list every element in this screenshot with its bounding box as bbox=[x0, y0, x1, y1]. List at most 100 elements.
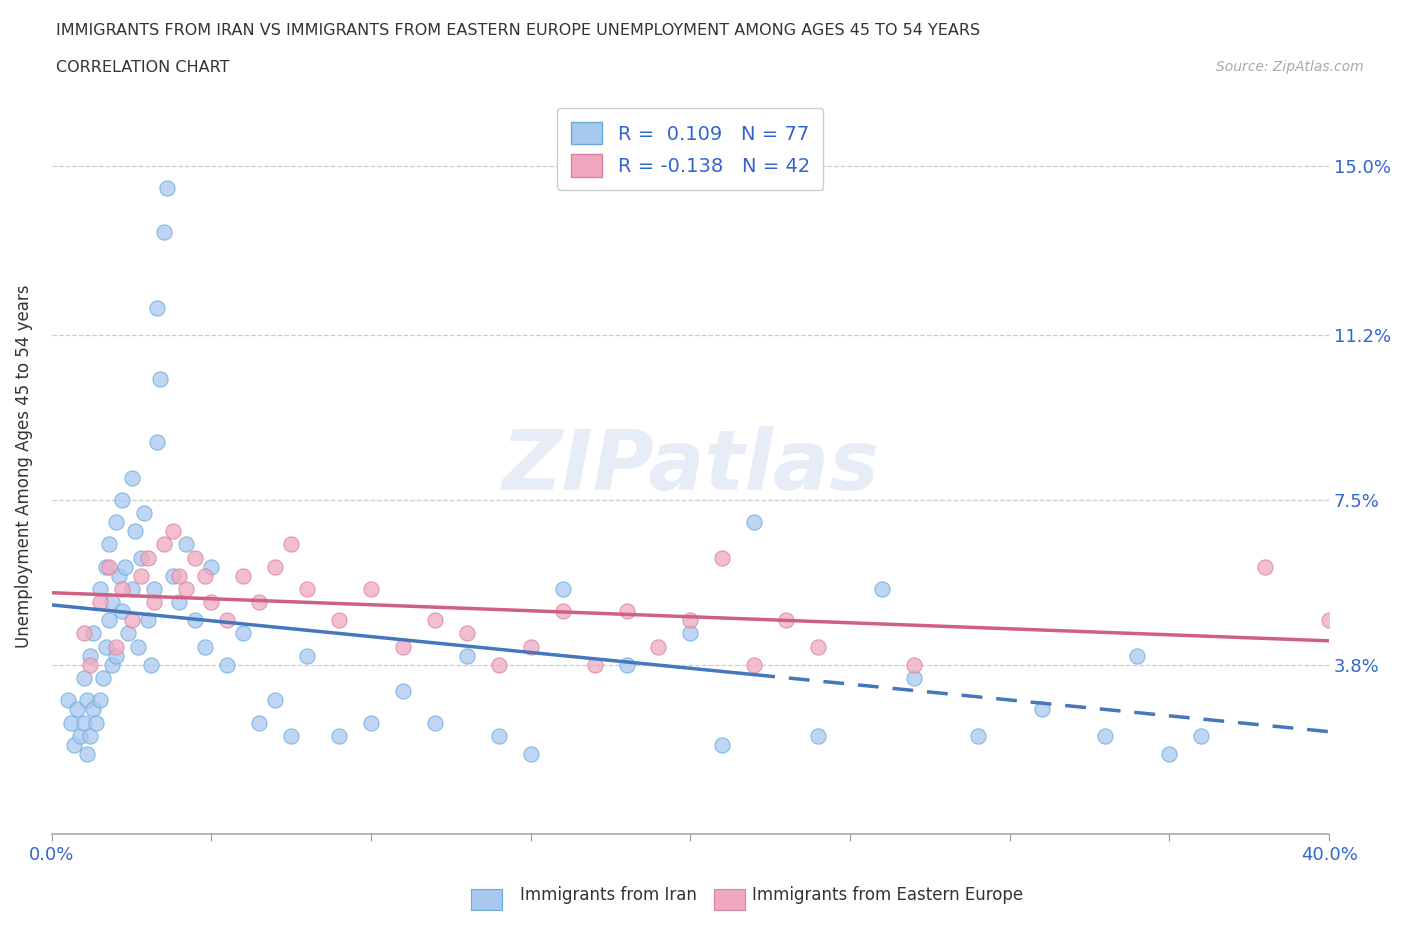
Point bbox=[247, 595, 270, 610]
Point bbox=[142, 581, 165, 596]
Point bbox=[104, 514, 127, 529]
Point bbox=[162, 568, 184, 583]
Point bbox=[807, 728, 830, 743]
Point bbox=[360, 581, 382, 596]
Point bbox=[89, 595, 111, 610]
Point bbox=[76, 747, 98, 762]
Point bbox=[136, 613, 159, 628]
Point bbox=[200, 595, 222, 610]
Point bbox=[1317, 613, 1340, 628]
Point bbox=[456, 648, 478, 663]
Point bbox=[264, 693, 287, 708]
Text: IMMIGRANTS FROM IRAN VS IMMIGRANTS FROM EASTERN EUROPE UNEMPLOYMENT AMONG AGES 4: IMMIGRANTS FROM IRAN VS IMMIGRANTS FROM … bbox=[56, 23, 980, 38]
Point bbox=[82, 702, 104, 717]
Point bbox=[121, 581, 143, 596]
Point bbox=[134, 506, 156, 521]
Point bbox=[807, 640, 830, 655]
Point bbox=[149, 372, 172, 387]
Point bbox=[200, 559, 222, 574]
Point bbox=[162, 524, 184, 538]
Point bbox=[184, 551, 207, 565]
Point bbox=[127, 640, 149, 655]
Point bbox=[129, 551, 152, 565]
Point bbox=[488, 658, 510, 672]
Point bbox=[98, 559, 121, 574]
Point bbox=[360, 715, 382, 730]
Point bbox=[69, 728, 91, 743]
Point bbox=[94, 640, 117, 655]
Point bbox=[679, 626, 702, 641]
Point bbox=[121, 613, 143, 628]
Point bbox=[295, 581, 318, 596]
Point bbox=[1189, 728, 1212, 743]
Point bbox=[194, 568, 217, 583]
Point bbox=[156, 180, 179, 195]
Point bbox=[129, 568, 152, 583]
Point bbox=[91, 671, 114, 685]
Legend: R =  0.109   N = 77, R = -0.138   N = 42: R = 0.109 N = 77, R = -0.138 N = 42 bbox=[557, 109, 824, 191]
Point bbox=[711, 737, 734, 752]
Point bbox=[775, 613, 797, 628]
Point bbox=[966, 728, 988, 743]
Point bbox=[742, 658, 765, 672]
Point bbox=[456, 626, 478, 641]
Text: Immigrants from Iran: Immigrants from Iran bbox=[520, 886, 697, 904]
Point bbox=[169, 595, 191, 610]
Point bbox=[1159, 747, 1181, 762]
Point bbox=[73, 626, 96, 641]
Point bbox=[232, 568, 254, 583]
Point bbox=[139, 658, 162, 672]
Point bbox=[107, 568, 129, 583]
Point bbox=[903, 658, 925, 672]
Point bbox=[679, 613, 702, 628]
Point bbox=[1094, 728, 1116, 743]
Point bbox=[82, 626, 104, 641]
Point bbox=[63, 737, 86, 752]
Point bbox=[616, 604, 638, 618]
Point bbox=[114, 559, 136, 574]
Point bbox=[264, 559, 287, 574]
Text: CORRELATION CHART: CORRELATION CHART bbox=[56, 60, 229, 75]
Point bbox=[89, 693, 111, 708]
Point bbox=[101, 658, 124, 672]
Point bbox=[152, 225, 174, 240]
Point bbox=[519, 747, 541, 762]
Point bbox=[194, 640, 217, 655]
Point bbox=[117, 626, 139, 641]
Point bbox=[59, 715, 82, 730]
Point bbox=[76, 693, 98, 708]
Point bbox=[124, 524, 146, 538]
Point bbox=[1254, 559, 1277, 574]
Point bbox=[647, 640, 669, 655]
Text: Immigrants from Eastern Europe: Immigrants from Eastern Europe bbox=[752, 886, 1024, 904]
Point bbox=[519, 640, 541, 655]
Point bbox=[295, 648, 318, 663]
Point bbox=[392, 640, 415, 655]
Point bbox=[616, 658, 638, 672]
Point bbox=[328, 613, 350, 628]
Point bbox=[870, 581, 893, 596]
Point bbox=[79, 648, 101, 663]
Point bbox=[551, 581, 574, 596]
Point bbox=[104, 648, 127, 663]
Point bbox=[1126, 648, 1149, 663]
Point bbox=[142, 595, 165, 610]
Text: ZIPatlas: ZIPatlas bbox=[502, 426, 879, 507]
Point bbox=[79, 658, 101, 672]
Point bbox=[423, 613, 446, 628]
Point bbox=[583, 658, 606, 672]
Point bbox=[1031, 702, 1053, 717]
Point bbox=[98, 537, 121, 551]
Point bbox=[711, 551, 734, 565]
Point bbox=[488, 728, 510, 743]
Point bbox=[104, 640, 127, 655]
Point bbox=[152, 537, 174, 551]
Point bbox=[66, 702, 89, 717]
Point bbox=[89, 581, 111, 596]
Point bbox=[217, 658, 239, 672]
Y-axis label: Unemployment Among Ages 45 to 54 years: Unemployment Among Ages 45 to 54 years bbox=[15, 285, 32, 648]
Point bbox=[423, 715, 446, 730]
Point bbox=[79, 728, 101, 743]
Point bbox=[56, 693, 79, 708]
Point bbox=[94, 559, 117, 574]
